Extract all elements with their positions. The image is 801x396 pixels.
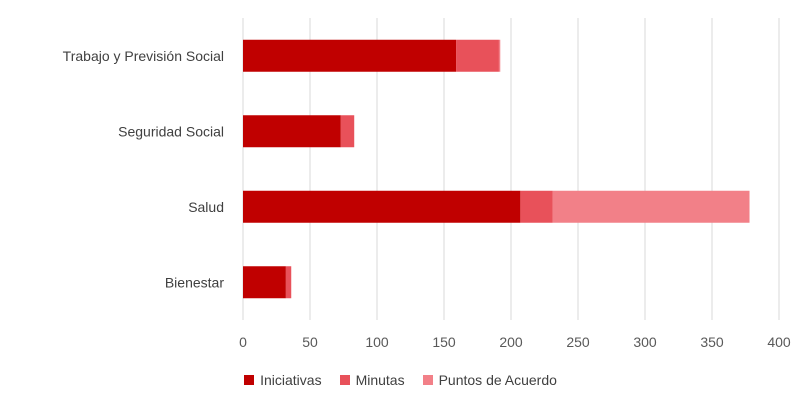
stacked-bar-chart: Trabajo y Previsión Social Seguridad Soci… (63, 18, 791, 350)
legend-item-minutas: Minutas (339, 372, 405, 388)
bar-salud-puntos-de-acuerdo (552, 190, 750, 223)
bars (243, 39, 750, 299)
x-tick-label-0: 0 (239, 334, 247, 350)
category-label-seguridad-social: Seguridad Social (118, 123, 224, 139)
x-tick-label-150: 150 (432, 334, 456, 350)
bar-trabajo-y-prevision-social-minutas (456, 39, 499, 72)
legend: Iniciativas Minutas Puntos de Acuerdo (0, 372, 801, 388)
category-label-trabajo-y-prevision-social: Trabajo y Previsión Social (63, 48, 224, 64)
x-tick-label-250: 250 (566, 334, 590, 350)
bar-trabajo-y-prevision-social-puntos-de-acuerdo (498, 39, 501, 72)
legend-item-iniciativas: Iniciativas (244, 372, 322, 388)
bar-seguridad-social-iniciativas (243, 115, 341, 148)
x-tick-labels: 0 50 100 150 200 250 300 350 400 (239, 334, 791, 350)
bar-bienestar-minutas (285, 266, 292, 299)
legend-swatch-minutas (339, 375, 350, 385)
x-tick-label-50: 50 (302, 334, 318, 350)
legend-label-puntos-de-acuerdo: Puntos de Acuerdo (438, 372, 557, 388)
bar-salud-iniciativas (243, 190, 521, 223)
bar-trabajo-y-prevision-social-iniciativas (243, 39, 457, 72)
bar-salud-minutas (520, 190, 553, 223)
x-tick-label-300: 300 (633, 334, 657, 350)
category-label-bienestar: Bienestar (165, 274, 224, 290)
x-tick-label-200: 200 (499, 334, 523, 350)
x-tick-label-400: 400 (767, 334, 791, 350)
x-tick-label-100: 100 (365, 334, 389, 350)
category-label-salud: Salud (188, 199, 224, 215)
category-labels: Trabajo y Previsión Social Seguridad Soci… (63, 48, 225, 291)
legend-label-minutas: Minutas (355, 372, 405, 388)
legend-label-iniciativas: Iniciativas (260, 372, 322, 388)
x-tick-label-350: 350 (700, 334, 724, 350)
bar-seguridad-social-minutas (340, 115, 355, 148)
legend-swatch-iniciativas (244, 375, 255, 385)
legend-swatch-puntos-de-acuerdo (422, 375, 433, 385)
bar-bienestar-iniciativas (243, 266, 286, 299)
legend-item-puntos-de-acuerdo: Puntos de Acuerdo (422, 372, 557, 388)
